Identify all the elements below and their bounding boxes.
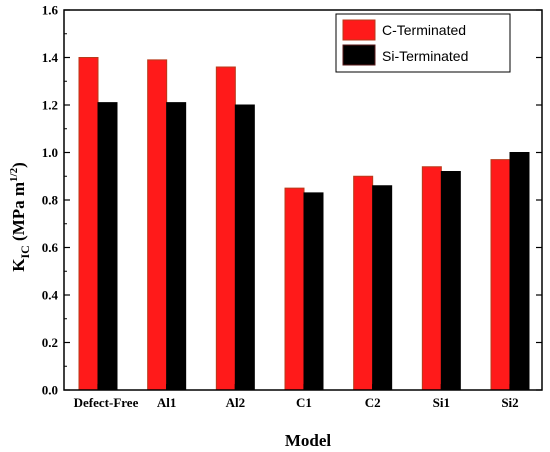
bar-c-terminated-al2 (215, 66, 236, 391)
legend-swatch-c-terminated (342, 19, 376, 41)
x-tick-label: Al2 (226, 395, 246, 410)
bar-si-terminated-defect-free (97, 102, 118, 391)
x-tick-label: Defect-Free (74, 395, 139, 410)
bar-si-terminated-al1 (166, 102, 187, 391)
ticks-layer: 0.0 0.2 0.4 0.6 0.8 1.0 1.2 1.4 1.6 Defect-Free Al… (42, 3, 542, 410)
x-tick-label: Si2 (501, 395, 518, 410)
bar-c-terminated-c2 (353, 175, 374, 391)
x-axis-title: Model (285, 431, 332, 450)
y-axis-title-main: K (9, 258, 28, 272)
x-tick-label: C2 (365, 395, 381, 410)
y-tick-label: 0.0 (42, 383, 58, 398)
bar-si-terminated-c1 (303, 192, 324, 391)
legend-label-si-terminated: Si-Terminated (382, 48, 468, 64)
bar-c-terminated-si2 (490, 159, 511, 391)
bar-si-terminated-si2 (509, 152, 530, 391)
x-tick-label: Si1 (433, 395, 450, 410)
svg-text:KIC (MPa m1/2): KIC (MPa m1/2) (8, 162, 32, 272)
bar-si-terminated-c2 (372, 185, 393, 391)
bars-layer (78, 57, 530, 391)
y-tick-label: 1.4 (42, 50, 59, 65)
bar-c-terminated-c1 (284, 187, 305, 391)
bar-si-terminated-si1 (440, 171, 461, 391)
bar-c-terminated-al1 (147, 59, 168, 391)
y-tick-label: 1.6 (42, 3, 59, 18)
bar-si-terminated-al2 (234, 104, 255, 391)
bar-c-terminated-si1 (421, 166, 442, 391)
y-tick-label: 0.6 (42, 240, 59, 255)
y-axis-title-sub: IC (18, 245, 32, 258)
y-tick-label: 0.2 (42, 335, 58, 350)
legend: C-Terminated Si-Terminated (335, 13, 511, 73)
bar-c-terminated-defect-free (78, 57, 99, 391)
x-tick-label: C1 (296, 395, 312, 410)
y-axis-title-unit: (MPa m (9, 182, 28, 245)
y-axis-title: KIC (MPa m1/2) (8, 162, 32, 272)
legend-swatch-si-terminated (342, 44, 376, 66)
y-tick-label: 0.8 (42, 193, 59, 208)
x-tick-label: Al1 (157, 395, 177, 410)
legend-label-c-terminated: C-Terminated (382, 22, 466, 38)
y-axis-title-unit-close: ) (9, 162, 28, 168)
y-tick-label: 0.4 (42, 288, 59, 303)
y-tick-label: 1.0 (42, 145, 58, 160)
y-tick-label: 1.2 (42, 98, 58, 113)
y-axis-title-unit-exponent: 1/2 (8, 167, 20, 182)
